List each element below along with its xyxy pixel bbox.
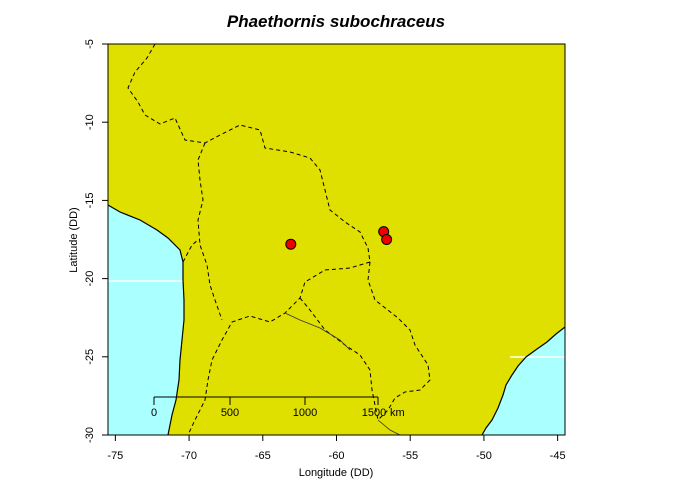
scale-label: 1000: [293, 407, 317, 419]
country-borders: [127, 43, 431, 436]
land-background: [108, 44, 565, 435]
x-axis-title: Longitude (DD): [299, 467, 374, 479]
y-tick-label: -15: [84, 192, 96, 208]
y-axis: -5 -10 -15 -20 -25 -30: [84, 39, 109, 443]
x-tick-label: -65: [255, 450, 271, 462]
x-tick-label: -70: [181, 450, 197, 462]
scale-unit: km: [390, 407, 405, 419]
scale-label: 0: [151, 407, 157, 419]
x-tick-label: -50: [476, 450, 492, 462]
y-axis-title: Latitude (DD): [68, 207, 80, 272]
y-tick-label: -30: [84, 427, 96, 443]
river-lines: [284, 312, 401, 436]
y-tick-label: -25: [84, 349, 96, 365]
y-tick-label: -10: [84, 114, 96, 130]
x-tick-label: -45: [550, 450, 566, 462]
x-tick-label: -75: [107, 450, 123, 462]
pacific-ocean: [108, 205, 184, 435]
x-axis: -75 -70 -65 -60 -55 -50 -45: [107, 434, 566, 462]
pacific-coastline: [107, 204, 185, 436]
occurrence-point: [381, 234, 393, 245]
atlantic-ocean: [482, 327, 565, 435]
occurrence-points: [285, 226, 393, 250]
scale-label: 1500: [362, 407, 386, 419]
x-tick-label: -60: [329, 450, 345, 462]
atlantic-coastline: [481, 326, 566, 436]
scale-label: 500: [221, 407, 239, 419]
occurrence-point: [285, 238, 297, 250]
y-tick-label: -20: [84, 271, 96, 287]
y-tick-label: -5: [84, 39, 96, 49]
map-panel: 0 500 1000 1500 km: [107, 43, 566, 436]
x-tick-label: -55: [402, 450, 418, 462]
scale-bar: 0 500 1000 1500 km: [151, 396, 405, 419]
map-title: Phaethornis subochraceus: [227, 12, 445, 31]
